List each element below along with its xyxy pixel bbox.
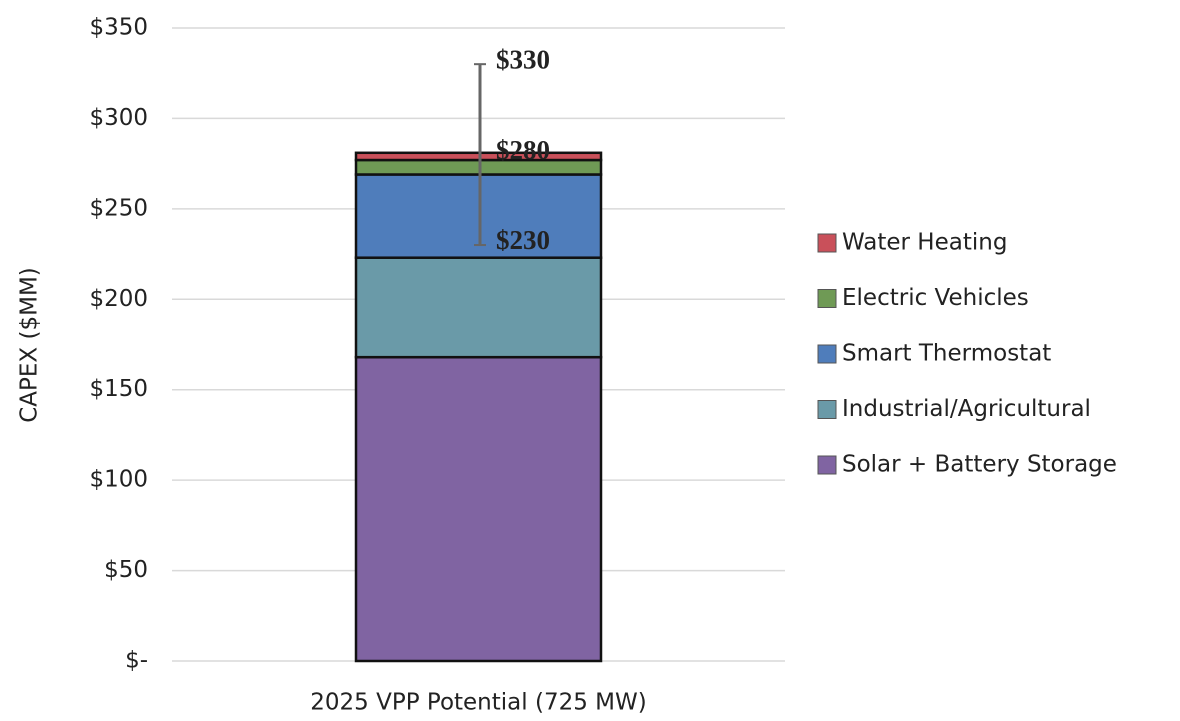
y-tick-label: $50 [104,557,148,583]
legend-label: Industrial/Agricultural [842,396,1091,422]
legend-label: Water Heating [842,230,1007,256]
legend-swatch [817,400,837,419]
y-tick-label: $100 [89,467,148,493]
bar-segment [354,355,603,663]
legend-label: Electric Vehicles [842,285,1029,311]
bar-segment [354,256,603,359]
y-tick-label: $300 [89,105,148,131]
y-tick-label: $150 [89,376,148,402]
y-tick-label: $250 [89,195,148,221]
y-tick-label: $200 [89,286,148,312]
legend-swatch [817,455,837,475]
y-axis-label: CAPEX ($MM) [17,267,43,423]
y-tick-label: $- [125,648,148,674]
legend-swatch [817,289,837,308]
legend-label: Smart Thermostat [842,341,1051,367]
annotation: $280 [496,135,550,165]
annotation: $230 [496,225,550,255]
legend-label: Solar + Battery Storage [842,452,1117,478]
annotation: $330 [496,44,550,74]
x-tick-label: 2025 VPP Potential (725 MW) [310,690,646,716]
legend-swatch [817,233,837,253]
legend-swatch [817,344,837,364]
y-tick-label: $350 [89,15,148,41]
